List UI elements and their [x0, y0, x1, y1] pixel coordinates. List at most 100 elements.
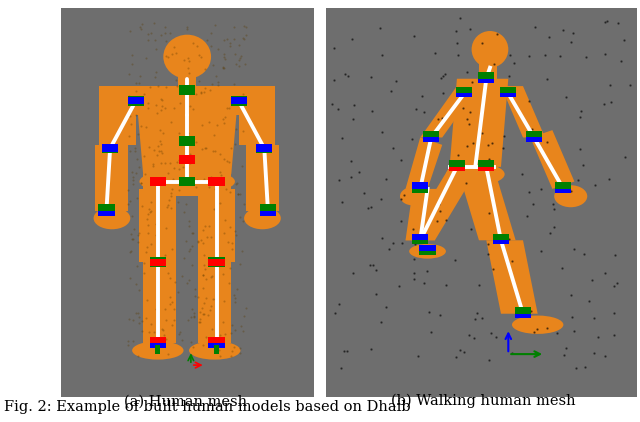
- Point: [222, 157, 232, 164]
- Point: [467, 79, 477, 86]
- Point: [143, 211, 153, 218]
- Point: [226, 144, 236, 151]
- Point: [134, 164, 144, 171]
- Point: [156, 97, 166, 104]
- Point: [182, 130, 193, 137]
- Point: [625, 82, 635, 89]
- Point: [234, 56, 244, 63]
- Bar: [419, 247, 436, 255]
- Point: [125, 113, 135, 120]
- Point: [462, 142, 472, 149]
- Point: [198, 284, 208, 291]
- Point: [235, 55, 245, 62]
- Point: [461, 180, 471, 187]
- Point: [194, 319, 204, 326]
- Bar: [412, 185, 428, 193]
- Ellipse shape: [189, 341, 241, 360]
- Point: [132, 194, 143, 201]
- Point: [125, 147, 136, 154]
- Point: [127, 235, 137, 242]
- Point: [143, 221, 154, 228]
- Bar: [412, 236, 428, 244]
- Point: [330, 310, 340, 316]
- Point: [549, 205, 559, 212]
- Point: [229, 344, 239, 351]
- Point: [374, 25, 385, 32]
- Point: [130, 148, 140, 155]
- Point: [487, 140, 497, 146]
- Point: [536, 248, 546, 254]
- Point: [131, 170, 141, 176]
- Point: [163, 54, 173, 61]
- Point: [134, 319, 145, 326]
- Point: [454, 346, 465, 353]
- Point: [196, 53, 206, 60]
- Point: [141, 54, 151, 61]
- Point: [215, 150, 225, 157]
- Point: [235, 345, 245, 352]
- Point: [483, 210, 493, 216]
- Point: [173, 198, 184, 205]
- Point: [211, 305, 221, 311]
- Point: [210, 341, 220, 348]
- Point: [558, 27, 568, 33]
- Point: [156, 148, 166, 155]
- Point: [581, 53, 591, 60]
- Point: [435, 312, 445, 319]
- Bar: [179, 155, 195, 164]
- Point: [476, 315, 486, 322]
- Point: [225, 264, 236, 271]
- Point: [185, 160, 195, 166]
- Point: [207, 179, 217, 185]
- Point: [609, 283, 619, 289]
- Point: [161, 53, 172, 60]
- Point: [377, 129, 387, 136]
- Point: [205, 273, 216, 280]
- Point: [124, 92, 134, 99]
- Bar: [95, 145, 129, 211]
- Point: [492, 31, 502, 38]
- Point: [181, 237, 191, 244]
- Point: [230, 327, 240, 333]
- Polygon shape: [449, 79, 508, 167]
- Point: [151, 305, 161, 312]
- Point: [151, 220, 161, 227]
- Point: [509, 284, 520, 290]
- Point: [149, 147, 159, 154]
- Bar: [150, 257, 166, 267]
- Point: [193, 238, 204, 245]
- Bar: [150, 337, 166, 343]
- Point: [159, 24, 170, 31]
- Point: [347, 36, 357, 43]
- Point: [204, 183, 214, 190]
- Point: [472, 310, 483, 317]
- Bar: [526, 133, 542, 141]
- Point: [221, 105, 232, 112]
- Bar: [423, 133, 439, 141]
- Point: [237, 99, 248, 106]
- Point: [145, 209, 155, 216]
- Point: [136, 122, 147, 129]
- Bar: [99, 204, 115, 211]
- Point: [153, 82, 163, 89]
- Point: [145, 83, 155, 90]
- Point: [580, 363, 591, 370]
- Point: [218, 319, 228, 325]
- Point: [394, 283, 404, 289]
- Point: [236, 52, 246, 59]
- Point: [526, 308, 536, 315]
- Point: [139, 152, 149, 159]
- Point: [407, 135, 417, 142]
- Point: [164, 301, 175, 308]
- Point: [474, 281, 484, 288]
- Point: [542, 139, 552, 146]
- Point: [141, 314, 151, 321]
- Point: [211, 73, 221, 79]
- Point: [145, 320, 156, 327]
- Point: [230, 295, 241, 302]
- Point: [209, 206, 219, 212]
- Point: [366, 204, 376, 211]
- Point: [227, 246, 237, 252]
- Point: [152, 110, 163, 117]
- Point: [191, 139, 201, 146]
